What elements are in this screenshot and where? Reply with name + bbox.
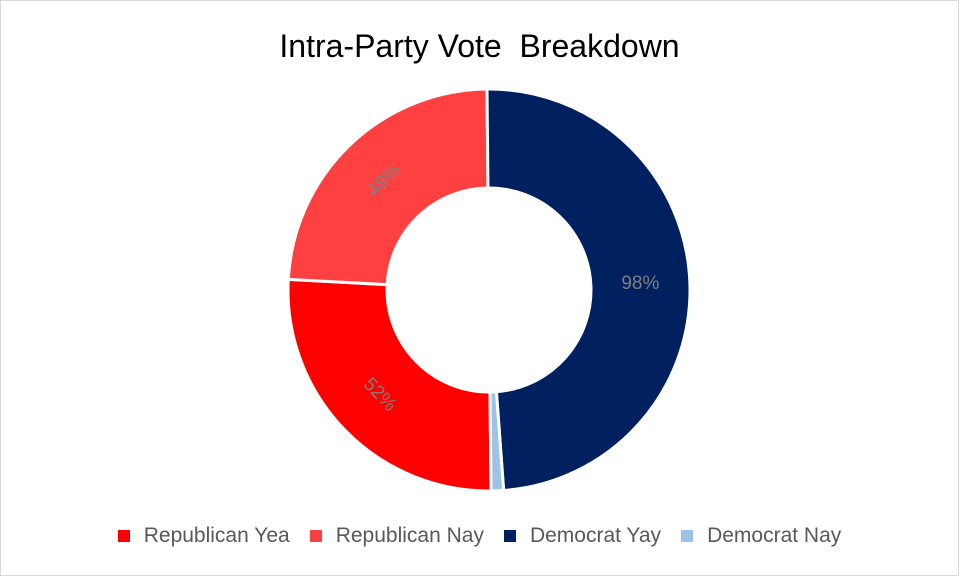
donut-slice-republican-yea (286, 277, 493, 493)
legend-swatch-republican-nay (309, 530, 322, 542)
donut-slices (286, 87, 692, 493)
donut-slice-republican-nay (286, 87, 490, 287)
legend-label-democrat-yay: Democrat Yay (529, 524, 662, 547)
chart-legend: Republican Yea Republican Nay Democrat Y… (0, 524, 959, 548)
legend-item-democrat-nay: Democrat Nay (681, 524, 841, 548)
legend-label-republican-nay: Republican Nay (335, 524, 484, 547)
legend-label-democrat-nay: Democrat Nay (707, 524, 842, 547)
legend-item-republican-nay: Republican Nay (309, 524, 484, 548)
legend-swatch-republican-yea (117, 530, 130, 542)
legend-label-republican-yea: Republican Yea (143, 524, 290, 547)
donut-slice-democrat-yay (485, 87, 692, 493)
legend-item-democrat-yay: Democrat Yay (503, 524, 662, 548)
legend-swatch-democrat-nay (681, 530, 694, 542)
legend-swatch-democrat-yay (503, 530, 516, 542)
data-label-democrat-yay: 98% (621, 273, 659, 294)
chart-title: Intra-Party Vote Breakdown (279, 28, 680, 64)
donut-slice-democrat-nay (488, 390, 506, 493)
legend-item-republican-yea: Republican Yea (117, 524, 290, 548)
